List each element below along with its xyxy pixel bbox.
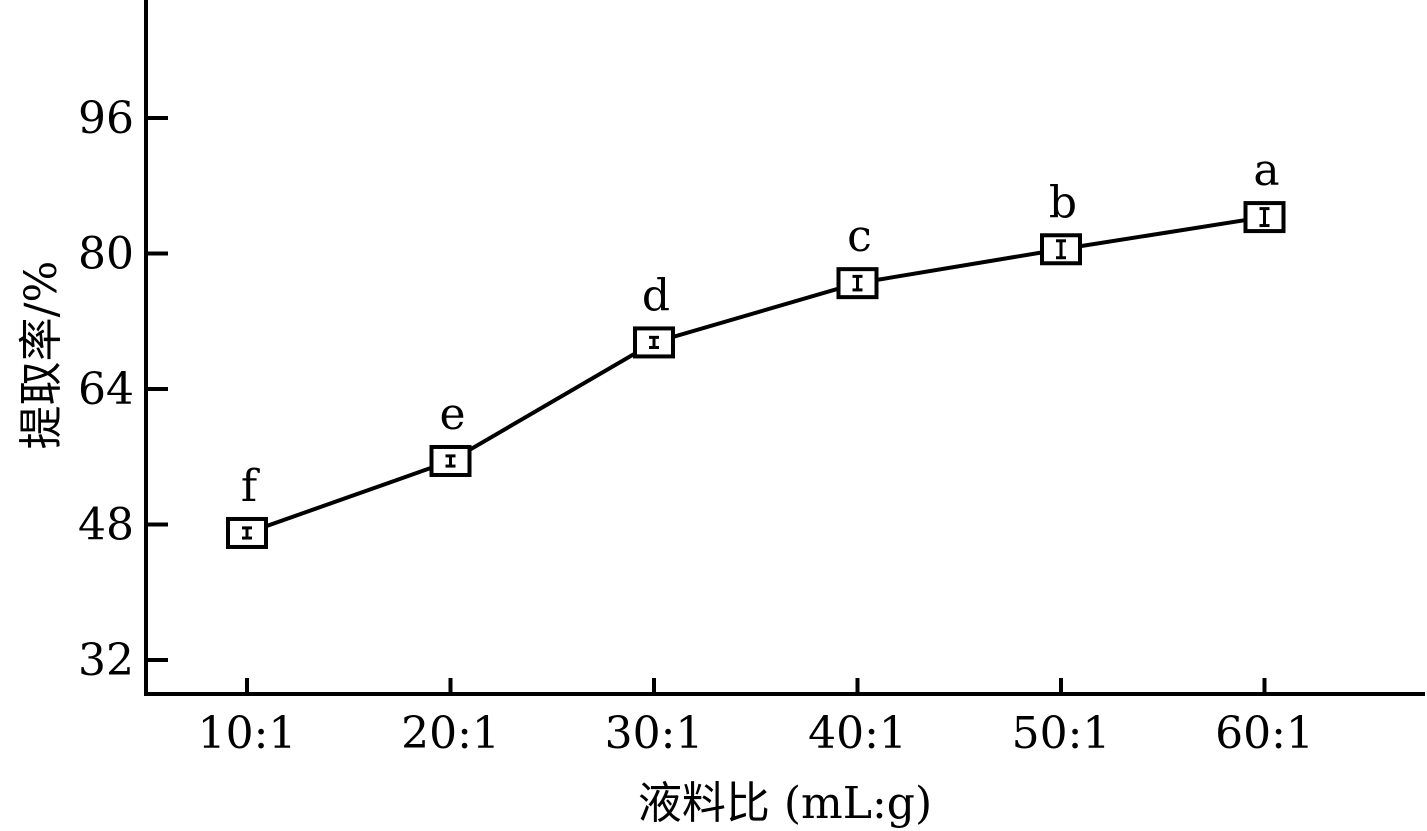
x-axis-title: 液料比 (mL:g) <box>638 778 932 829</box>
x-tick-label: 20:1 <box>401 708 500 759</box>
y-tick-label: 48 <box>78 500 134 551</box>
x-tick-label: 50:1 <box>1012 708 1111 759</box>
significance-labels: f e d c b a <box>241 145 1280 512</box>
y-tick-label: 32 <box>78 635 134 686</box>
x-axis-ticks: 10:1 20:1 30:1 40:1 50:1 60:1 <box>198 678 1314 759</box>
x-tick-label: 30:1 <box>605 708 704 759</box>
x-tick-label: 40:1 <box>808 708 907 759</box>
significance-label: e <box>439 389 465 440</box>
significance-label: b <box>1049 177 1077 228</box>
y-tick-label: 80 <box>78 229 134 280</box>
data-point <box>633 326 675 359</box>
data-points <box>226 201 1286 549</box>
significance-label: f <box>241 461 260 512</box>
data-point <box>836 267 879 300</box>
significance-label: c <box>847 211 872 262</box>
series-polyline <box>246 215 1265 535</box>
y-tick-label: 96 <box>78 93 134 144</box>
series-line <box>246 215 1265 535</box>
y-tick-label: 64 <box>78 364 134 415</box>
axes <box>144 0 1425 696</box>
data-point <box>429 444 472 477</box>
y-axis-title: 提取率/% <box>16 261 67 450</box>
y-axis-ticks: 32 48 64 80 96 <box>78 93 168 686</box>
significance-label: d <box>642 270 670 321</box>
significance-label: a <box>1253 145 1279 196</box>
data-point <box>1040 233 1082 266</box>
x-tick-label: 60:1 <box>1215 708 1314 759</box>
x-tick-label: 10:1 <box>198 708 297 759</box>
data-point <box>1243 201 1286 234</box>
data-point <box>226 516 268 549</box>
